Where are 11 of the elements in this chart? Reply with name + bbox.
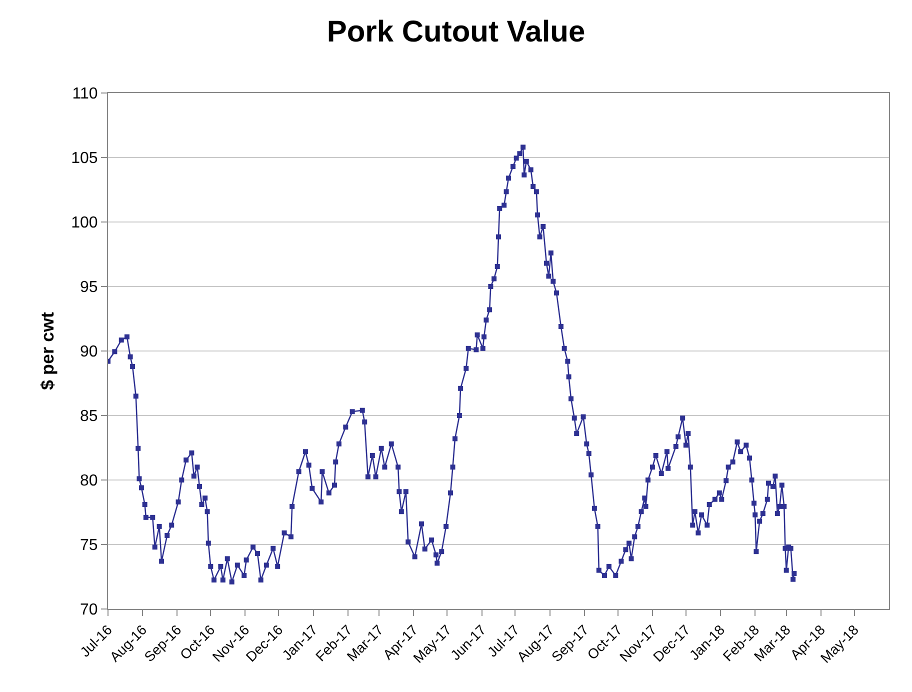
y-tick-label: 105 [71, 150, 98, 168]
y-tick-label: 75 [80, 537, 98, 554]
y-tick-label: 85 [80, 408, 98, 426]
y-tick-label: 110 [72, 86, 98, 103]
chart-title: Pork Cutout Value [326, 16, 586, 49]
y-tick-label: 90 [80, 344, 98, 361]
y-tick-label: 95 [80, 279, 98, 296]
y-tick-label: 100 [71, 214, 98, 232]
y-axis-title: $ per cwt [37, 312, 58, 390]
y-tick-label: 70 [80, 602, 98, 619]
y-tick-label: 80 [80, 472, 98, 490]
